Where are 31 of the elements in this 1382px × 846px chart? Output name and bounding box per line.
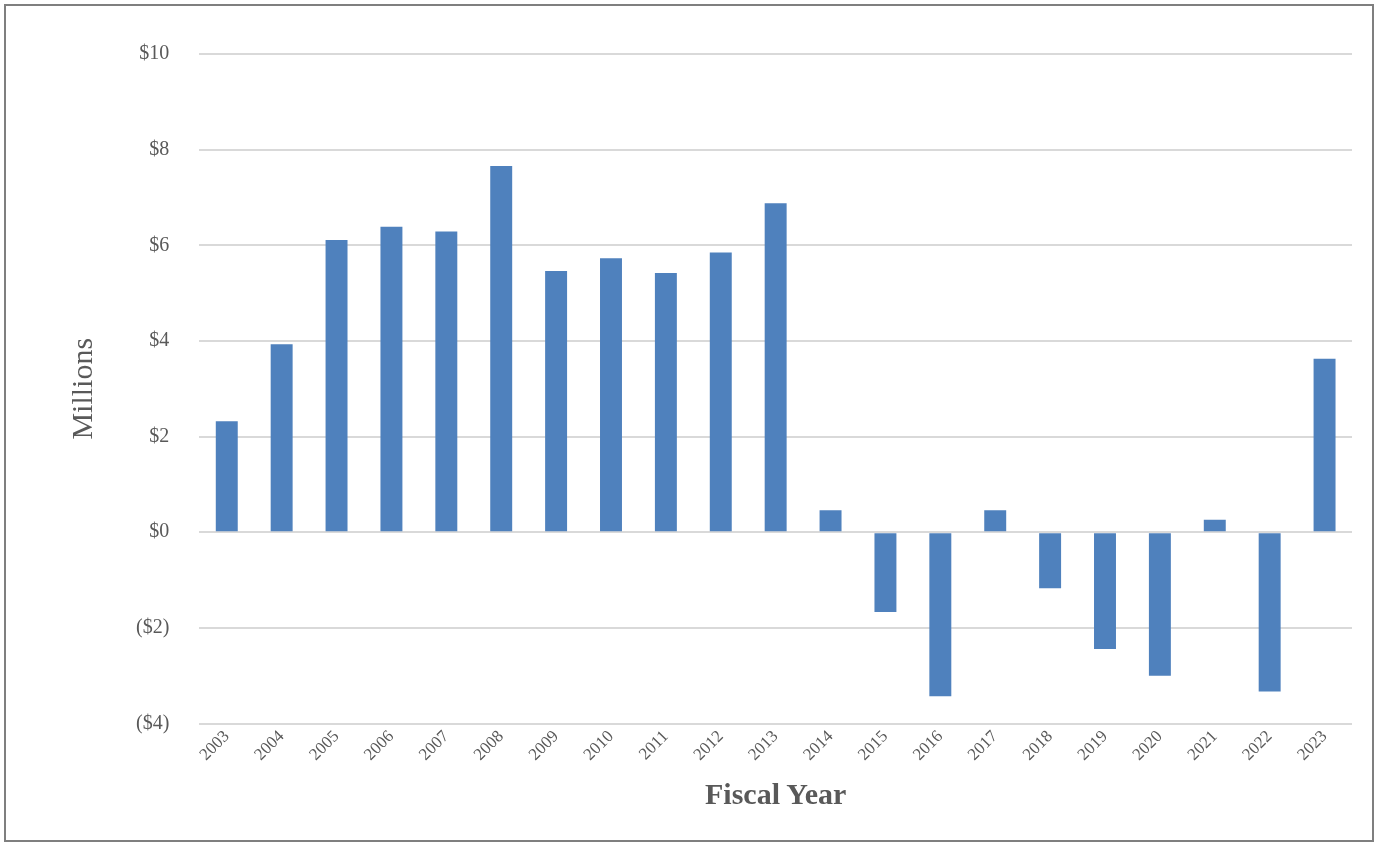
bar xyxy=(874,533,897,613)
bar xyxy=(380,226,403,532)
bar xyxy=(984,510,1007,532)
y-tick-label: $2 xyxy=(149,423,170,446)
bar xyxy=(1148,533,1171,676)
bar xyxy=(215,421,238,532)
bar xyxy=(325,240,348,532)
bar xyxy=(545,271,568,532)
bar xyxy=(709,252,732,532)
y-tick-label: $4 xyxy=(149,328,170,351)
y-tick-label: ($4) xyxy=(135,710,170,734)
bar xyxy=(1203,519,1226,532)
y-tick-label: $0 xyxy=(149,519,170,542)
y-tick-label: $10 xyxy=(139,41,170,64)
y-tick-label: ($2) xyxy=(135,615,170,639)
bar xyxy=(1313,358,1336,532)
bar xyxy=(435,231,458,532)
y-tick-label: $6 xyxy=(149,232,170,255)
bar xyxy=(1258,533,1281,692)
bar xyxy=(1094,533,1116,649)
bar xyxy=(654,273,677,532)
bar xyxy=(600,258,622,532)
bar xyxy=(819,510,842,532)
x-axis-title: Fiscal Year xyxy=(704,776,847,810)
bar xyxy=(270,344,293,532)
y-tick-label: $8 xyxy=(149,136,170,159)
bar xyxy=(929,533,952,697)
bar xyxy=(764,203,787,532)
bar xyxy=(490,165,513,532)
bar xyxy=(1039,533,1062,589)
y-axis-title: Millions xyxy=(64,337,98,440)
